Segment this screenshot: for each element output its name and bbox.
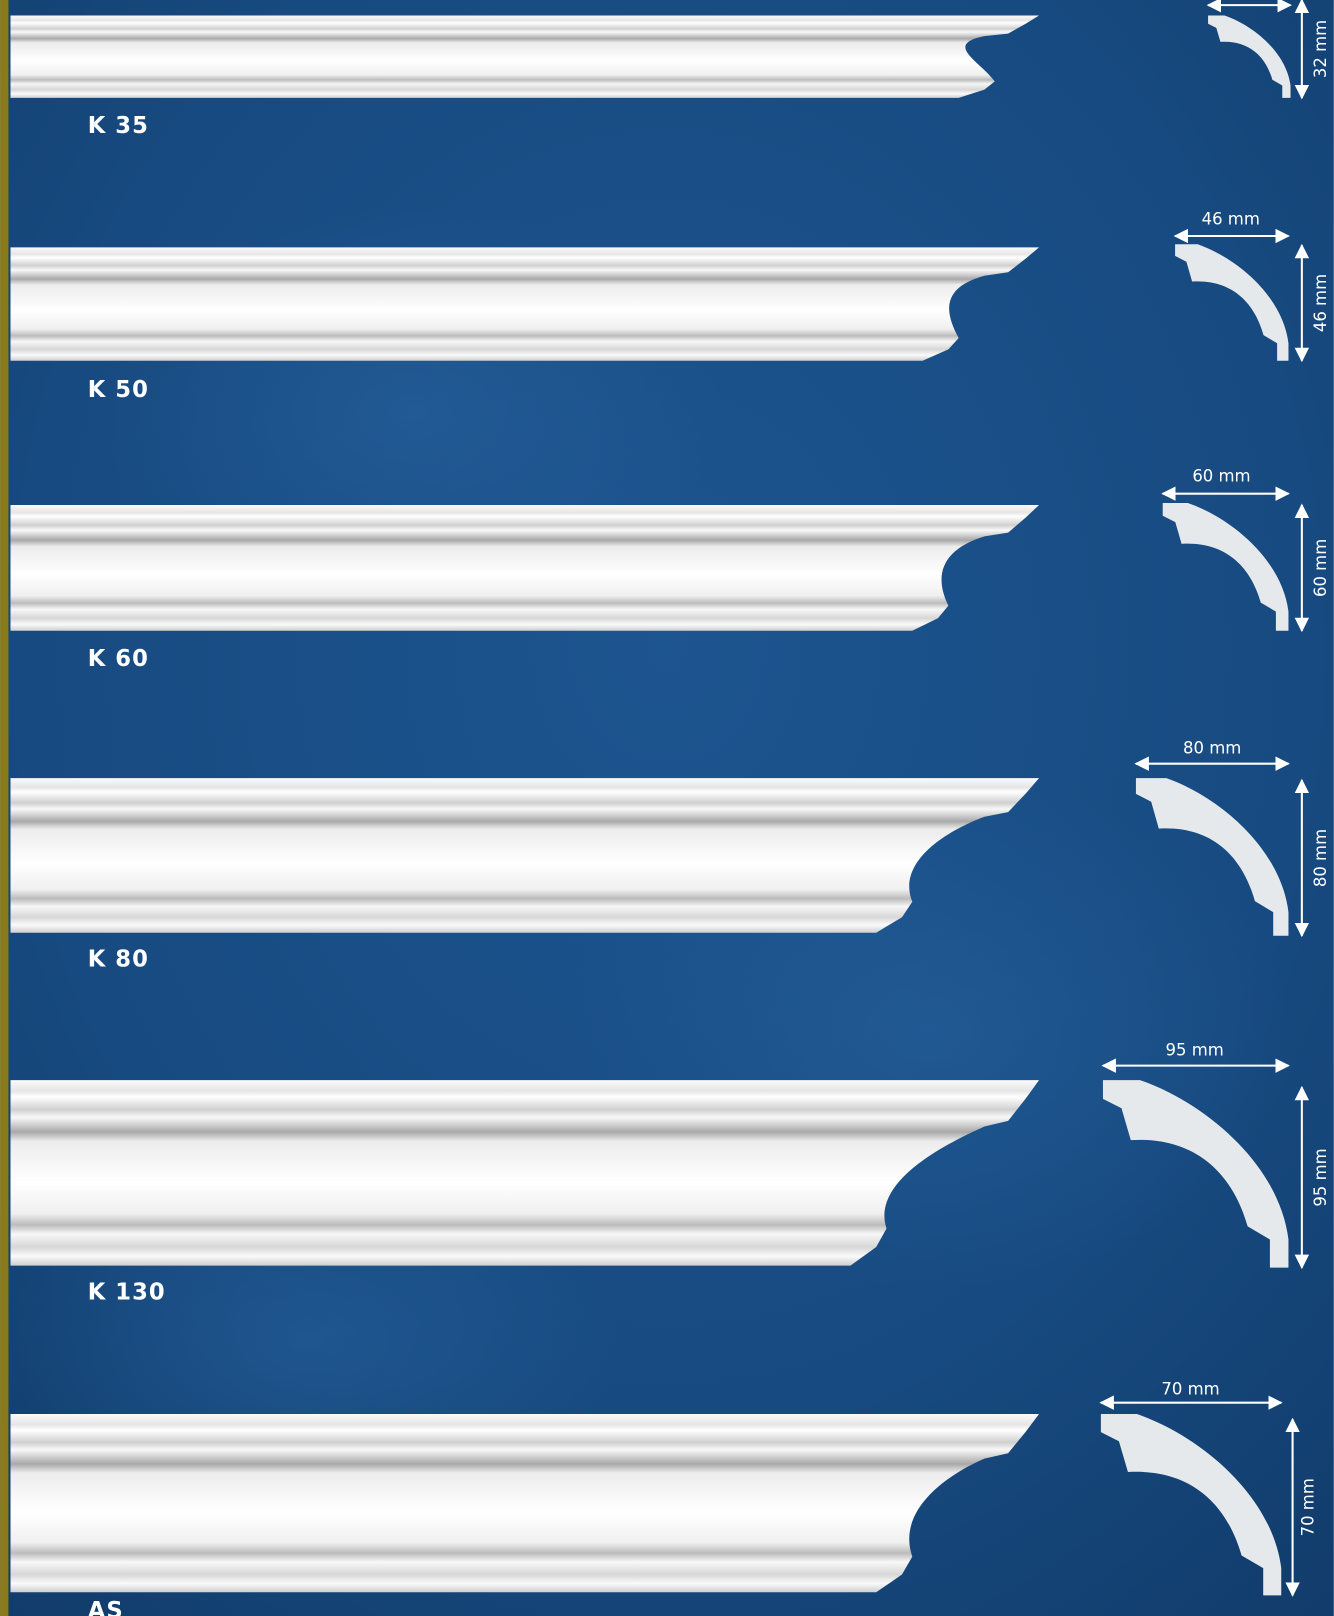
product-name: K 50 <box>88 377 149 403</box>
molding <box>11 778 1040 933</box>
molding <box>11 505 1040 631</box>
height-label: 95 mm <box>1311 1148 1330 1206</box>
page: K 35 32 mm K 50 46 mm 46 mm K 60 60 mm 60 mm K 8… <box>0 0 1334 1616</box>
height-label: 70 mm <box>1299 1478 1318 1536</box>
height-label: 60 mm <box>1311 539 1330 597</box>
height-label: 80 mm <box>1311 829 1330 887</box>
width-label: 80 mm <box>1183 738 1241 757</box>
product-name: K 80 <box>88 947 149 973</box>
height-label: 46 mm <box>1311 274 1330 332</box>
molding <box>11 15 1040 97</box>
width-label: 60 mm <box>1192 466 1250 485</box>
product-name: K 60 <box>88 646 149 672</box>
product-name: AS <box>88 1598 124 1616</box>
gold-edge <box>0 0 8 1616</box>
catalog-page: K 35 32 mm K 50 46 mm 46 mm K 60 60 mm 60 mm K 8… <box>0 0 1334 1616</box>
product-name: K 35 <box>88 113 149 139</box>
width-label: 95 mm <box>1166 1040 1224 1059</box>
width-label: 70 mm <box>1161 1379 1219 1398</box>
width-label: 46 mm <box>1202 210 1260 229</box>
molding <box>11 1414 1040 1592</box>
molding <box>11 247 1040 360</box>
product-name: K 130 <box>88 1280 166 1306</box>
height-label: 32 mm <box>1311 20 1330 78</box>
